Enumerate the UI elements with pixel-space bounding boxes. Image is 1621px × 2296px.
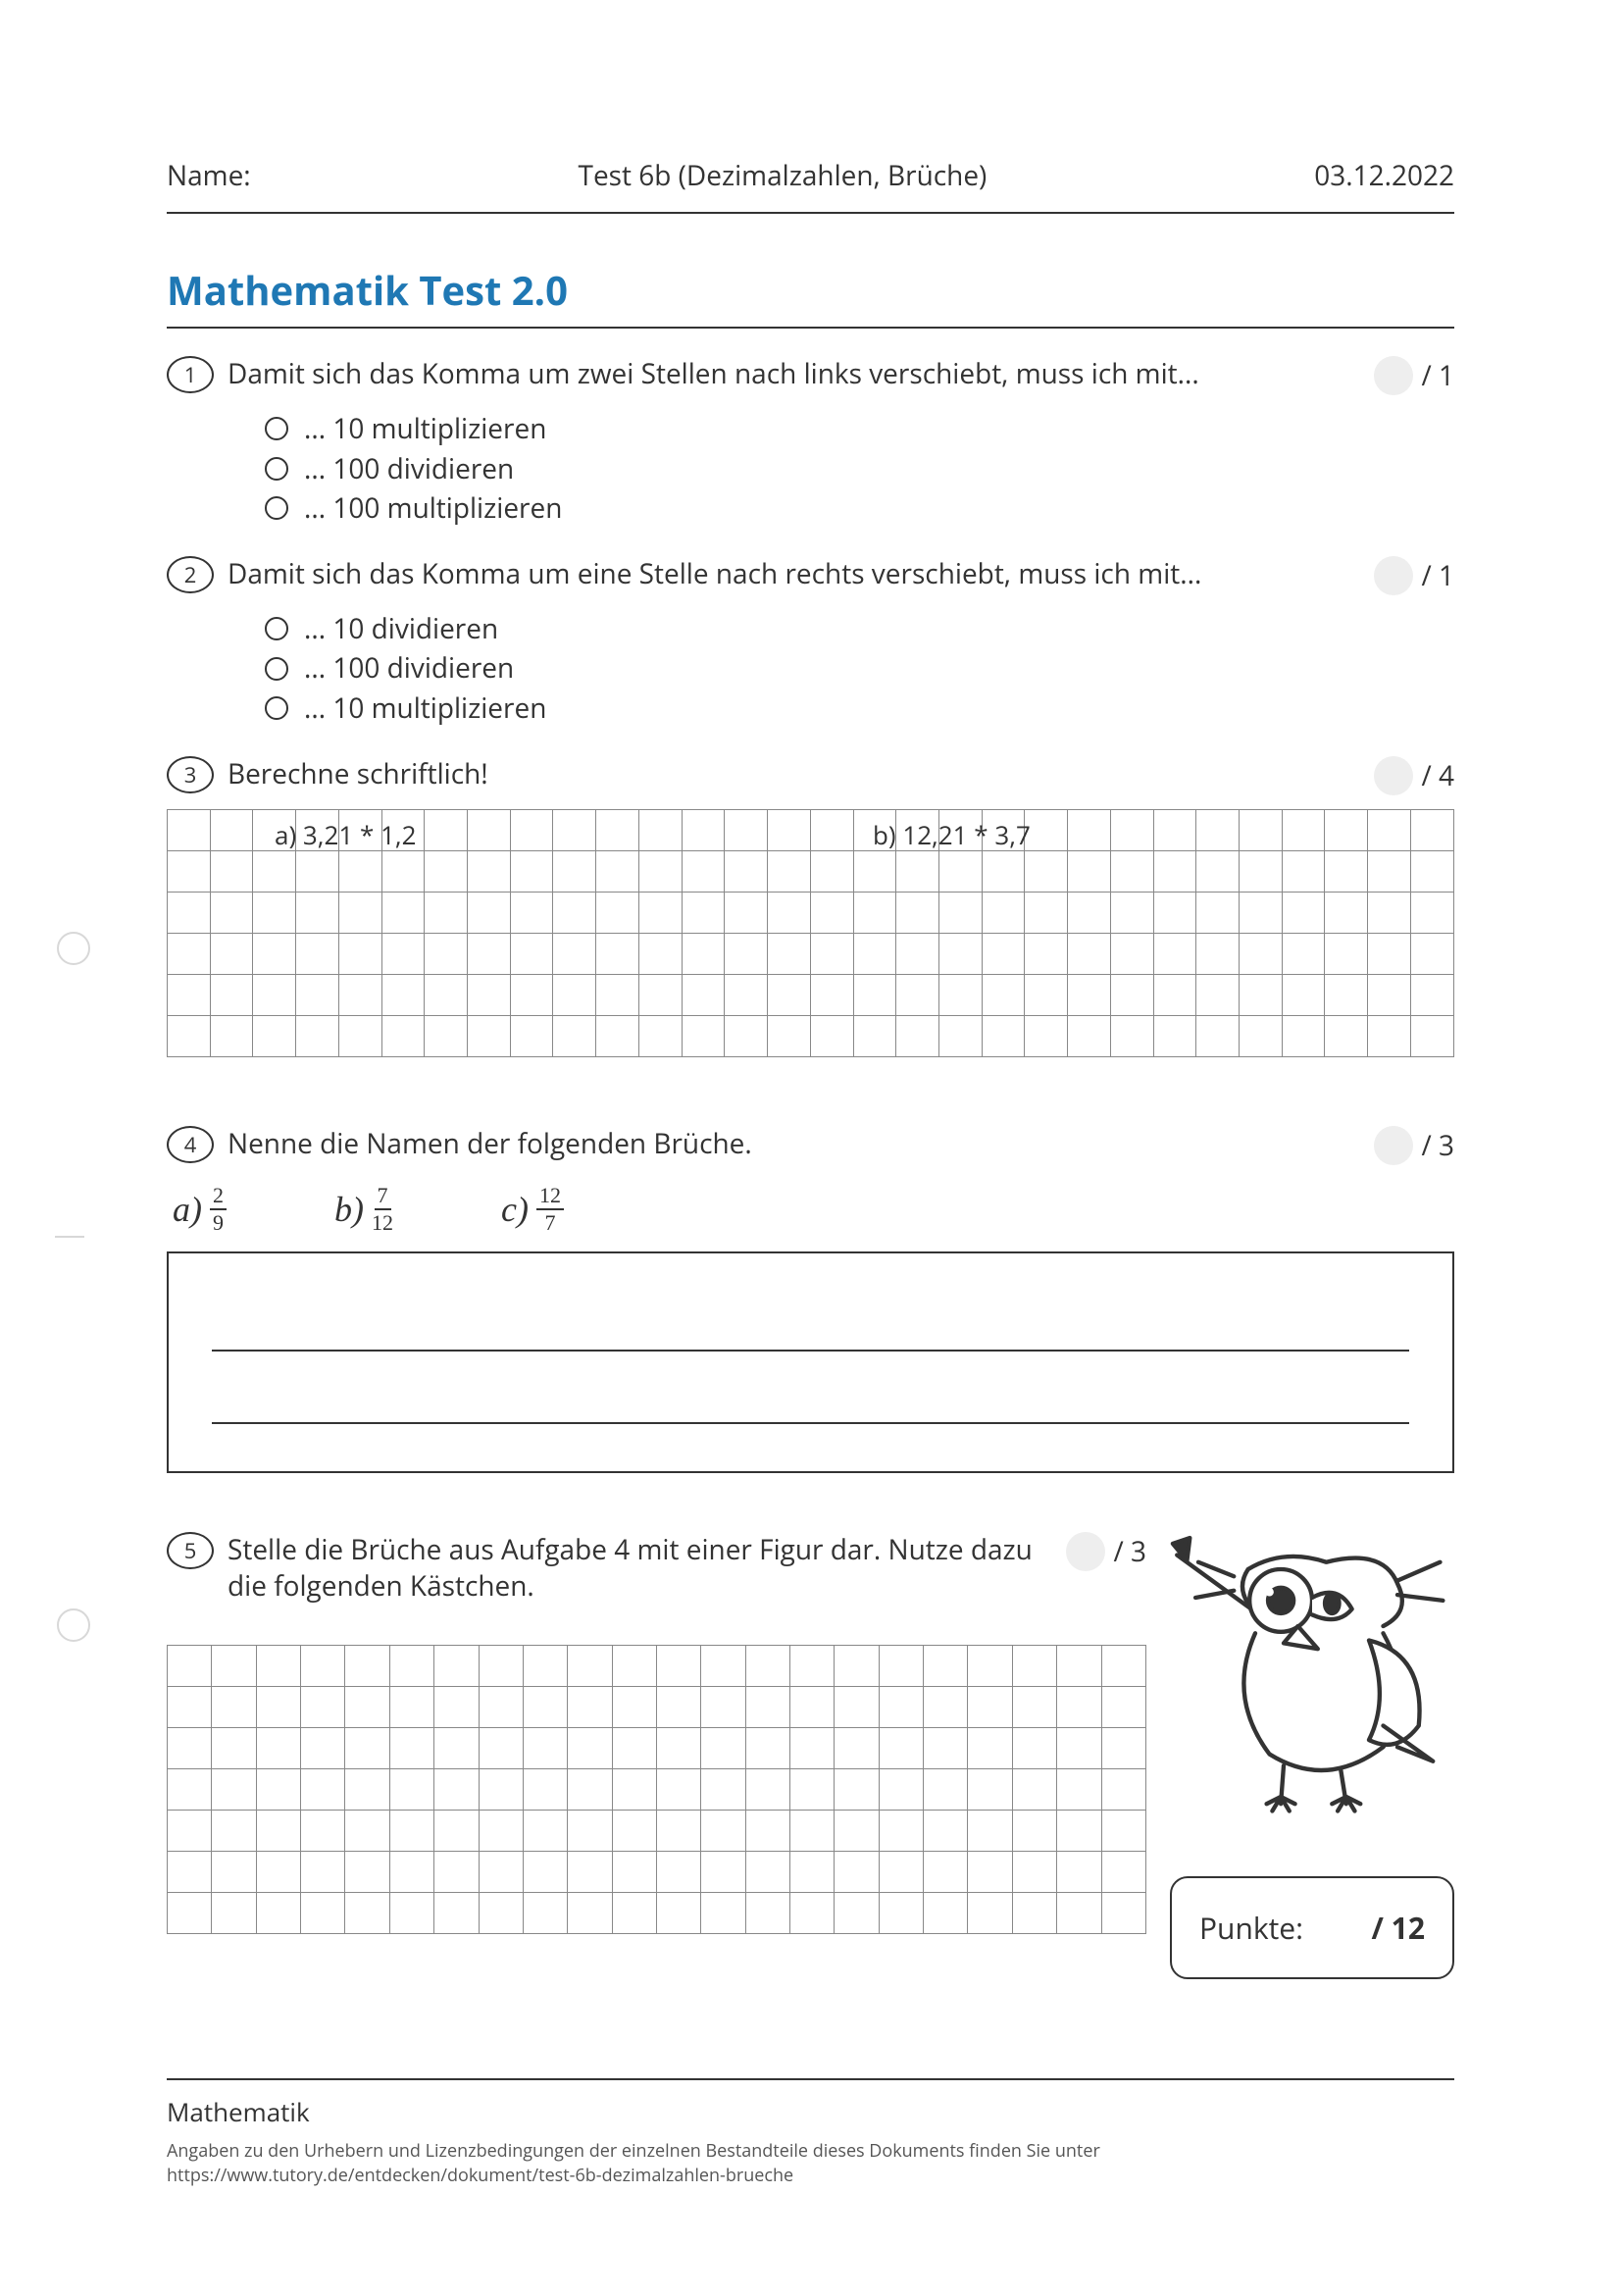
radio-icon[interactable] xyxy=(265,457,288,481)
q2-options: ... 10 dividieren ... 100 dividieren ...… xyxy=(265,609,1454,729)
points-cell: / 3 xyxy=(1346,1126,1454,1165)
fraction-label: a) xyxy=(173,1189,202,1230)
test-date: 03.12.2022 xyxy=(1314,157,1454,194)
q3-grid: a) 3,21 * 1,2 b) 12,21 * 3,7 xyxy=(167,809,1454,1057)
owl-illustration: Punkte: / 12 xyxy=(1170,1512,1454,1979)
fraction-list: a) 29 b) 712 c) 127 xyxy=(173,1185,1454,1234)
radio-icon[interactable] xyxy=(265,657,288,681)
q5-grid xyxy=(167,1645,1146,1934)
score-dot-icon xyxy=(1374,556,1413,595)
fraction-c: c) 127 xyxy=(501,1185,564,1234)
question-text: Nenne die Namen der folgenden Brüche. xyxy=(228,1126,1346,1163)
option-label: ... 100 dividieren xyxy=(304,449,514,489)
answer-box[interactable] xyxy=(167,1251,1454,1473)
points-label: / 3 xyxy=(1421,1127,1454,1164)
radio-icon[interactable] xyxy=(265,617,288,640)
points-box-total: / 12 xyxy=(1372,1908,1426,1948)
points-label: / 3 xyxy=(1113,1533,1146,1570)
footer-meta: Angaben zu den Urhebern und Lizenzbeding… xyxy=(167,2139,1454,2188)
punch-hole-icon xyxy=(57,932,90,965)
punch-hole-icon xyxy=(57,1608,90,1642)
points-cell: / 1 xyxy=(1346,356,1454,395)
score-dot-icon xyxy=(1066,1532,1105,1571)
option[interactable]: ... 10 dividieren xyxy=(265,609,1454,649)
fraction-label: b) xyxy=(334,1189,364,1230)
question-text: Berechne schriftlich! xyxy=(228,756,1346,793)
question-3: 3 Berechne schriftlich! / 4 xyxy=(167,756,1454,795)
points-cell: / 1 xyxy=(1346,556,1454,595)
page-header: Name: Test 6b (Dezimalzahlen, Brüche) 03… xyxy=(167,157,1454,214)
question-number: 3 xyxy=(167,756,214,793)
owl-icon xyxy=(1170,1512,1454,1854)
worksheet-page: Name: Test 6b (Dezimalzahlen, Brüche) 03… xyxy=(0,0,1621,2296)
question-number: 1 xyxy=(167,356,214,393)
points-label: / 1 xyxy=(1421,357,1454,394)
page-footer: Mathematik Angaben zu den Urhebern und L… xyxy=(167,2078,1454,2188)
option-label: ... 10 multiplizieren xyxy=(304,409,546,449)
points-cell: / 3 xyxy=(1048,1532,1146,1571)
footer-subject: Mathematik xyxy=(167,2094,1454,2129)
option-label: ... 10 dividieren xyxy=(304,609,498,649)
fraction-icon: 29 xyxy=(210,1185,227,1234)
radio-icon[interactable] xyxy=(265,696,288,720)
radio-icon[interactable] xyxy=(265,417,288,440)
total-points-box: Punkte: / 12 xyxy=(1170,1876,1454,1979)
test-title: Test 6b (Dezimalzahlen, Brüche) xyxy=(579,157,988,194)
question-text: Stelle die Brüche aus Aufgabe 4 mit eine… xyxy=(228,1532,1048,1607)
points-cell: / 4 xyxy=(1346,756,1454,795)
q3-sub-a: a) 3,21 * 1,2 xyxy=(275,817,417,852)
fraction-a: a) 29 xyxy=(173,1185,227,1234)
option[interactable]: ... 100 multiplizieren xyxy=(265,488,1454,529)
option-label: ... 10 multiplizieren xyxy=(304,689,546,729)
question-1: 1 Damit sich das Komma um zwei Stellen n… xyxy=(167,356,1454,395)
score-dot-icon xyxy=(1374,756,1413,795)
question-number: 4 xyxy=(167,1126,214,1163)
fraction-b: b) 712 xyxy=(334,1185,393,1234)
question-number: 2 xyxy=(167,556,214,593)
name-label: Name: xyxy=(167,157,251,194)
question-5-row: 5 Stelle die Brüche aus Aufgabe 4 mit ei… xyxy=(167,1512,1454,1979)
q1-options: ... 10 multiplizieren ... 100 dividieren… xyxy=(265,409,1454,529)
fold-mark-icon xyxy=(55,1236,84,1238)
question-2: 2 Damit sich das Komma um eine Stelle na… xyxy=(167,556,1454,595)
q3-sub-b: b) 12,21 * 3,7 xyxy=(873,817,1031,852)
footer-meta-line: Angaben zu den Urhebern und Lizenzbeding… xyxy=(167,2139,1454,2164)
option[interactable]: ... 10 multiplizieren xyxy=(265,409,1454,449)
footer-meta-line: https://www.tutory.de/entdecken/dokument… xyxy=(167,2164,1454,2188)
option-label: ... 100 dividieren xyxy=(304,648,514,689)
option[interactable]: ... 100 dividieren xyxy=(265,648,1454,689)
answer-line xyxy=(212,1365,1409,1424)
question-text: Damit sich das Komma um eine Stelle nach… xyxy=(228,556,1346,593)
option[interactable]: ... 100 dividieren xyxy=(265,449,1454,489)
question-number: 5 xyxy=(167,1532,214,1569)
draw-grid[interactable] xyxy=(167,1645,1146,1934)
score-dot-icon xyxy=(1374,1126,1413,1165)
radio-icon[interactable] xyxy=(265,496,288,520)
answer-line xyxy=(212,1293,1409,1352)
main-title: Mathematik Test 2.0 xyxy=(167,263,1454,329)
question-5: 5 Stelle die Brüche aus Aufgabe 4 mit ei… xyxy=(167,1532,1146,1607)
score-dot-icon xyxy=(1374,356,1413,395)
points-label: / 4 xyxy=(1421,757,1454,794)
option[interactable]: ... 10 multiplizieren xyxy=(265,689,1454,729)
fraction-icon: 127 xyxy=(536,1185,564,1234)
option-label: ... 100 multiplizieren xyxy=(304,488,562,529)
question-text: Damit sich das Komma um zwei Stellen nac… xyxy=(228,356,1346,393)
points-label: / 1 xyxy=(1421,557,1454,594)
question-4: 4 Nenne die Namen der folgenden Brüche. … xyxy=(167,1126,1454,1165)
fraction-icon: 712 xyxy=(372,1185,393,1234)
points-box-label: Punkte: xyxy=(1199,1908,1303,1948)
fraction-label: c) xyxy=(501,1189,529,1230)
